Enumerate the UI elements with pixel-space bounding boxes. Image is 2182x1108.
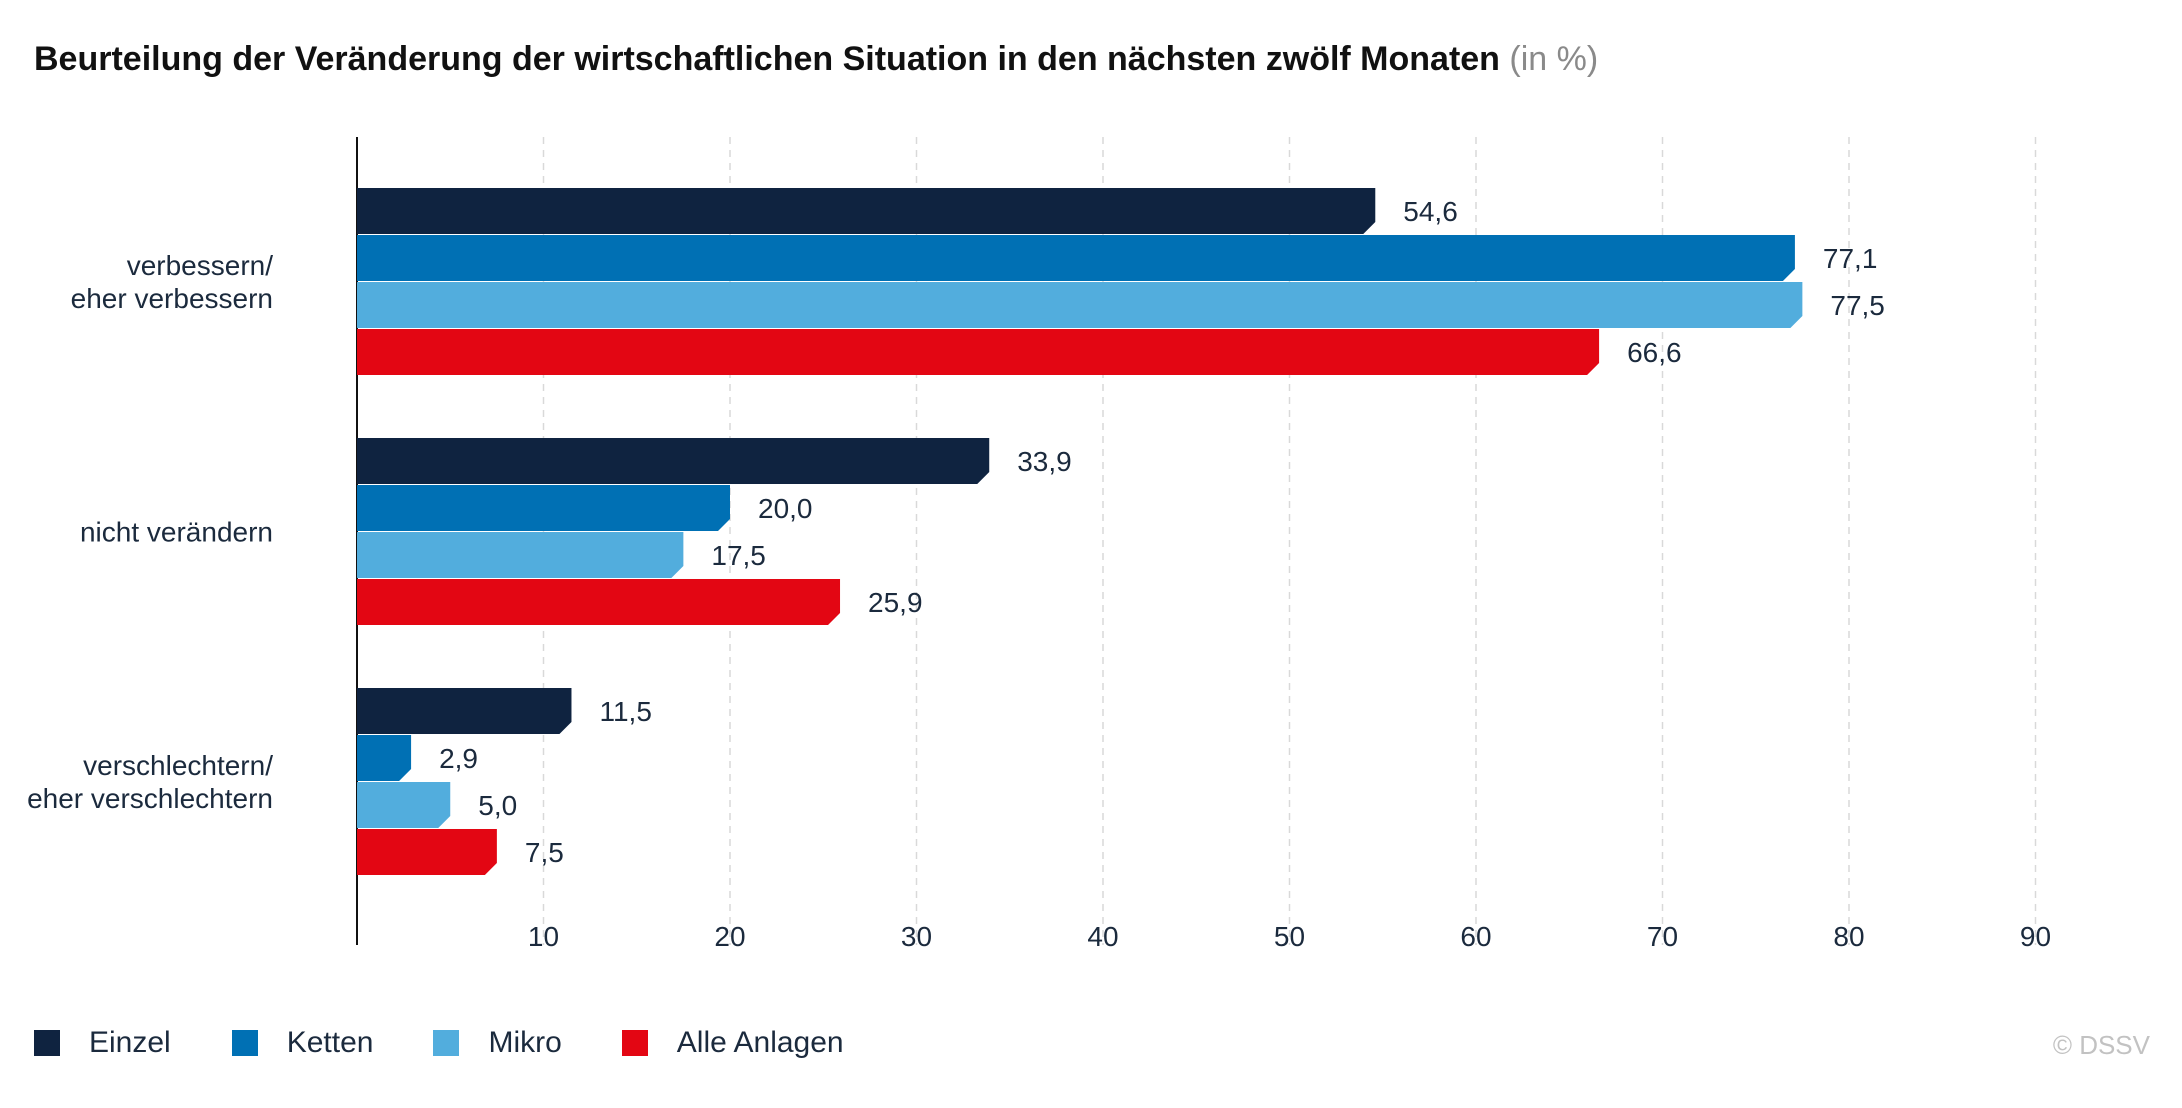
data-label: 11,5 [599,696,651,727]
chart-title: Beurteilung der Veränderung der wirtscha… [34,40,1598,79]
bar-ketten-1 [357,235,1795,281]
legend-item-einzel: Einzel [34,1026,171,1060]
data-label: 20,0 [758,493,813,524]
legend-swatch [231,1030,258,1056]
legend-label: Ketten [286,1026,374,1059]
legend-item-mikro: Mikro [433,1026,562,1060]
legend-swatch [34,1030,60,1056]
data-label: 77,1 [1823,243,1878,274]
copyright-notice: © DSSV [2052,1030,2150,1060]
data-label: 5,0 [478,790,517,821]
data-label: 25,9 [868,587,923,618]
bar-mikro-3 [357,782,451,828]
legend-label: Mikro [488,1026,562,1059]
x-tick-label-60: 60 [1460,921,1491,952]
bar-mikro-2 [357,532,684,578]
x-tick-label-70: 70 [1647,921,1678,952]
bar-alle-anlagen-3 [357,829,497,875]
legend-label: Alle Anlagen [676,1026,844,1059]
bar-mikro-1 [357,282,1803,328]
category-label-1: verbessern/eher verbessern [71,250,274,314]
x-tick-label-20: 20 [714,921,745,952]
bar-einzel-3 [357,688,572,734]
bar-ketten-3 [357,735,412,781]
data-label: 33,9 [1017,446,1072,477]
data-label: 77,5 [1830,290,1885,321]
x-tick-label-90: 90 [2020,921,2051,952]
category-label-3: verschlechtern/eher verschlechtern [27,750,273,814]
chart-title-text: Beurteilung der Veränderung der wirtscha… [34,40,1500,78]
legend-swatch [621,1030,648,1056]
category-label-2: nicht verändern [80,517,273,548]
x-tick-label-40: 40 [1087,921,1118,952]
data-label: 7,5 [525,837,564,868]
data-label: 66,6 [1627,337,1682,368]
data-label: 2,9 [439,743,478,774]
x-tick-label-80: 80 [1833,921,1864,952]
bar-alle-anlagen-1 [357,329,1600,375]
legend-item-alle-anlagen: Alle Anlagen [621,1026,844,1060]
chart-legend: Einzel Ketten Mikro Alle Anlagen [34,1026,844,1060]
legend-label: Einzel [89,1026,171,1059]
legend-swatch [433,1030,460,1056]
chart-title-unit: (in %) [1509,40,1599,78]
data-label: 54,6 [1403,196,1458,227]
x-tick-label-30: 30 [901,921,932,952]
bar-alle-anlagen-2 [357,579,841,625]
bar-ketten-2 [357,485,730,531]
bar-einzel-1 [357,188,1376,234]
x-tick-label-50: 50 [1274,921,1305,952]
bar-einzel-2 [357,438,990,484]
x-tick-label-10: 10 [528,921,559,952]
legend-item-ketten: Ketten [231,1026,374,1060]
data-label: 17,5 [711,540,766,571]
